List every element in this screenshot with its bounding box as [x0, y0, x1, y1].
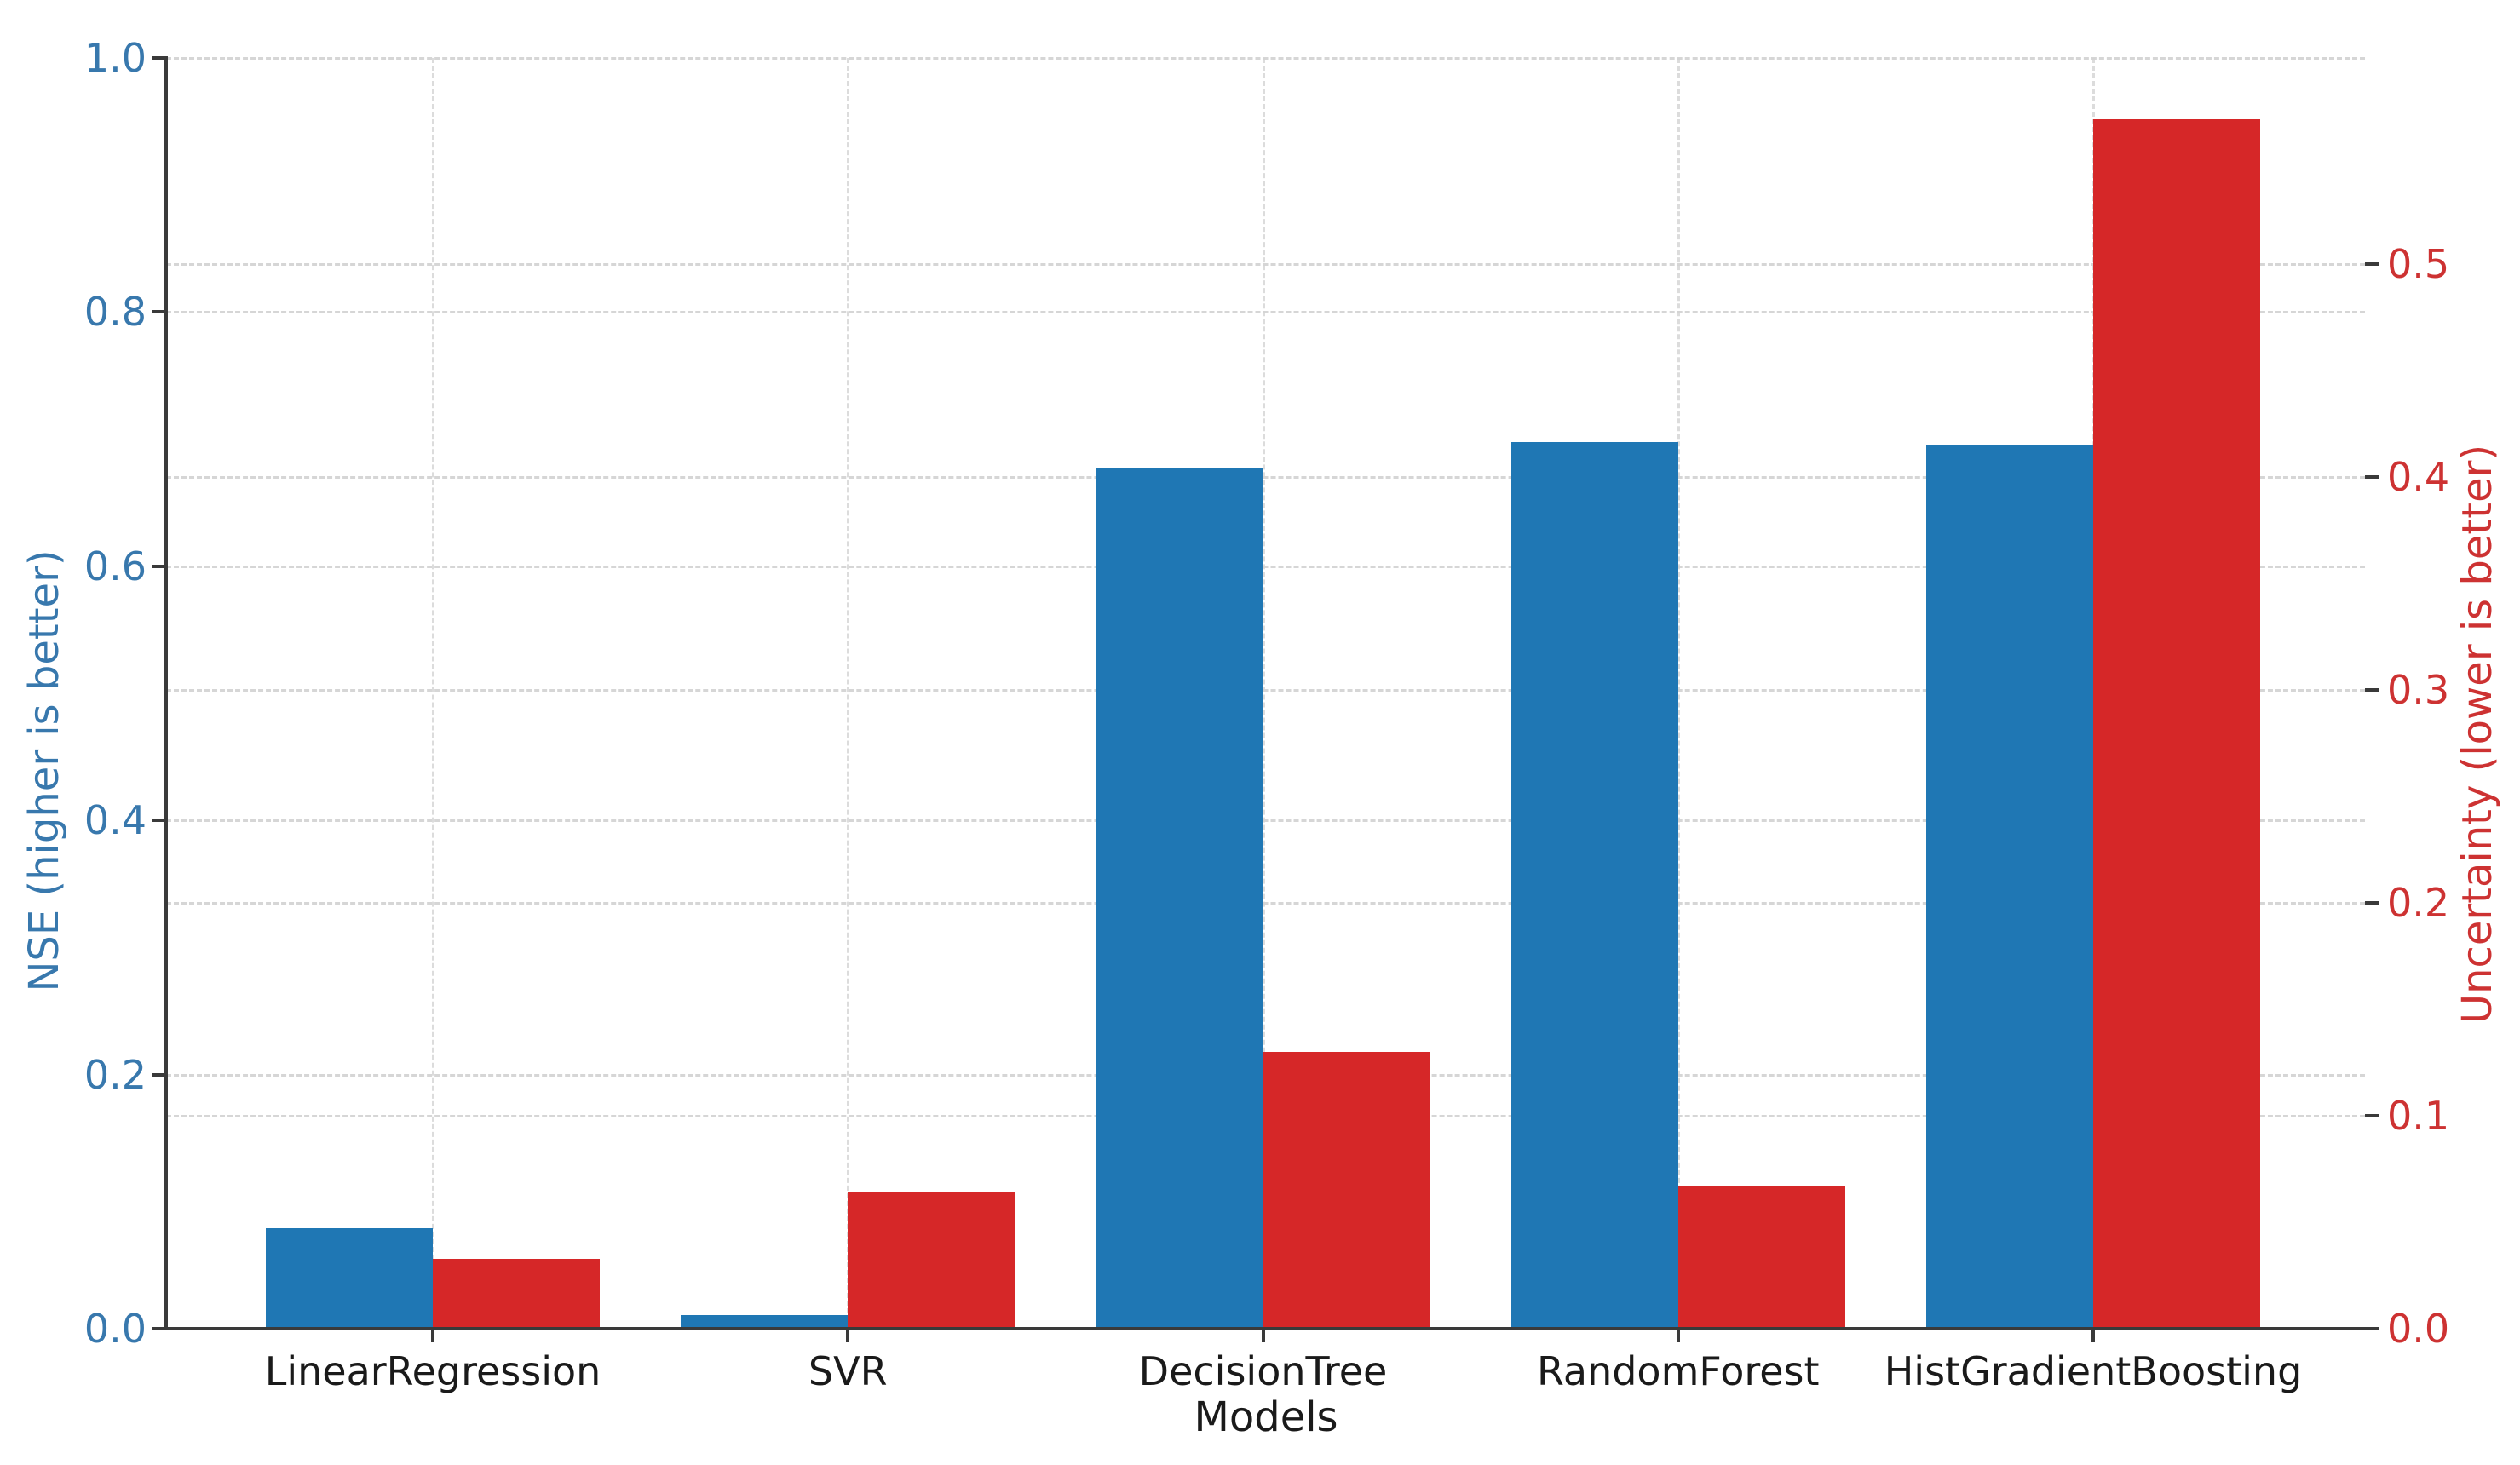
h-gridline-left-0.8 [166, 311, 2365, 314]
v-gridline-LinearRegression [432, 58, 434, 1329]
bar-nse-LinearRegression [266, 1228, 433, 1329]
v-gridline-SVR [847, 58, 850, 1329]
left-tick-label-0.8: 0.8 [83, 289, 147, 336]
x-tick-label-HistGradientBoosting: HistGradientBoosting [1884, 1348, 2303, 1394]
bar-uncertainty-SVR [848, 1192, 1015, 1329]
right-tick-0.1 [2365, 1114, 2379, 1118]
right-tick-label-0.1: 0.1 [2387, 1093, 2450, 1140]
right-tick-0.5 [2365, 262, 2379, 267]
bar-uncertainty-HistGradientBoosting [2093, 119, 2260, 1329]
h-gridline-right-0.3 [166, 689, 2365, 692]
left-tick-label-0.6: 0.6 [83, 543, 147, 589]
bar-uncertainty-RandomForest [1677, 1186, 1845, 1329]
x-tick-label-RandomForest: RandomForest [1536, 1348, 1820, 1394]
x-axis-label: Models [1194, 1393, 1338, 1441]
h-gridline-right-0.5 [166, 263, 2365, 267]
left-tick-label-1: 1.0 [83, 35, 147, 81]
v-gridline-RandomForest [1677, 58, 1680, 1329]
v-gridline-DecisionTree [1262, 58, 1265, 1329]
left-tick-label-0.4: 0.4 [83, 797, 147, 844]
x-tick-SVR [846, 1329, 850, 1342]
h-gridline-right-0.4 [166, 476, 2365, 480]
bar-nse-SVR [681, 1314, 849, 1329]
bar-nse-HistGradientBoosting [1926, 445, 2093, 1329]
x-tick-label-DecisionTree: DecisionTree [1138, 1348, 1388, 1394]
x-tick-DecisionTree [1261, 1329, 1265, 1342]
left-tick-label-0: 0.0 [83, 1306, 147, 1352]
right-tick-label-0.5: 0.5 [2387, 241, 2450, 288]
x-tick-label-SVR: SVR [808, 1348, 888, 1394]
h-gridline-left-1 [166, 57, 2365, 60]
left-tick-0.4 [152, 819, 166, 823]
left-tick-0.6 [152, 564, 166, 568]
left-spine [164, 56, 168, 1330]
left-tick-0 [152, 1327, 166, 1330]
bar-nse-RandomForest [1510, 441, 1678, 1329]
left-tick-0.8 [152, 310, 166, 314]
x-tick-RandomForest [1676, 1329, 1680, 1342]
h-gridline-right-0.2 [166, 902, 2365, 905]
right-tick-label-0.4: 0.4 [2387, 454, 2450, 501]
bar-uncertainty-DecisionTree [1263, 1052, 1430, 1329]
h-gridline-left-0.6 [166, 565, 2365, 568]
x-tick-HistGradientBoosting [2091, 1329, 2095, 1342]
bar-nse-DecisionTree [1096, 468, 1263, 1329]
y-axis-label-left: NSE (higher is better) [20, 549, 68, 992]
bottom-spine [164, 1327, 2367, 1330]
right-tick-0.3 [2365, 688, 2379, 692]
left-tick-0.2 [152, 1072, 166, 1077]
right-tick-label-0.2: 0.2 [2387, 880, 2450, 927]
x-tick-LinearRegression [431, 1329, 434, 1342]
x-tick-label-LinearRegression: LinearRegression [264, 1348, 601, 1394]
right-tick-label-0: 0.0 [2387, 1306, 2450, 1352]
y-axis-label-right: Uncertainty (lower is better) [2454, 444, 2501, 1025]
left-tick-1 [152, 56, 166, 60]
right-tick-0.4 [2365, 475, 2379, 480]
bar-uncertainty-LinearRegression [433, 1258, 600, 1329]
right-tick-label-0.3: 0.3 [2387, 667, 2450, 714]
h-gridline-left-0.4 [166, 819, 2365, 823]
left-tick-label-0.2: 0.2 [83, 1051, 147, 1098]
right-tick-0 [2365, 1327, 2379, 1330]
right-tick-0.2 [2365, 901, 2379, 905]
